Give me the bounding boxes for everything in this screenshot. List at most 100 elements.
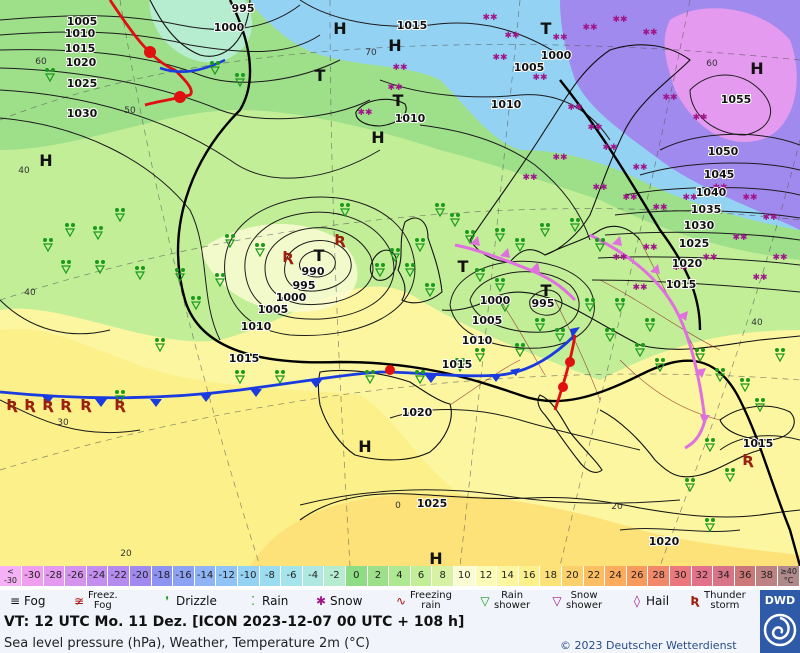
temperature-label: 60 xyxy=(35,57,47,67)
pressure-label: 1020 xyxy=(649,535,680,548)
pressure-label: 1055 xyxy=(721,93,752,106)
snow-symbol: ✱✱ xyxy=(492,53,507,63)
dwd-logo-text: DWD xyxy=(764,594,796,607)
scale-cell: 38 xyxy=(756,566,778,586)
pressure-label: 1005 xyxy=(258,303,289,316)
rain-symbol xyxy=(92,226,104,241)
hail-icon: ◊ xyxy=(634,594,640,608)
svg-text:✱✱: ✱✱ xyxy=(357,108,372,118)
legend-label: Thunder storm xyxy=(704,590,746,611)
svg-text:Ʀ: Ʀ xyxy=(60,396,72,414)
svg-text:✱✱: ✱✱ xyxy=(672,263,687,273)
snow-symbol: ✱✱ xyxy=(567,103,582,113)
high-pressure-label: H xyxy=(388,36,401,55)
rain-symbol xyxy=(724,468,736,483)
temperature-field-greenland xyxy=(149,0,253,63)
high-pressure-label: H xyxy=(429,549,442,566)
legend-rain-shower: ▽ Rain shower xyxy=(476,590,530,612)
rain-symbol xyxy=(254,243,266,258)
svg-text:✱✱: ✱✱ xyxy=(522,173,537,183)
scale-cell: -4 xyxy=(302,566,325,586)
svg-text:✱✱: ✱✱ xyxy=(392,63,407,73)
scale-cell: -22 xyxy=(108,566,130,586)
rain-symbol xyxy=(454,358,466,373)
pressure-label: 1000 xyxy=(480,294,511,307)
svg-text:✱✱: ✱✱ xyxy=(632,283,647,293)
svg-text:✱✱: ✱✱ xyxy=(552,33,567,43)
rain-symbol xyxy=(584,298,596,313)
legend-label: Rain shower xyxy=(494,590,531,611)
pressure-label: 1015 xyxy=(397,19,428,32)
rain-symbol xyxy=(389,248,401,263)
scale-cell: 4 xyxy=(389,566,411,586)
pressure-label: 1000 xyxy=(276,291,307,304)
occlusion-1 xyxy=(454,243,577,302)
legend-freezing-rain: ∿ Freezing rain xyxy=(392,590,452,612)
temperature-field-warm-africa xyxy=(250,494,800,566)
svg-text:Ʀ: Ʀ xyxy=(24,396,36,414)
italy-coast xyxy=(537,394,603,473)
scale-cell: 26 xyxy=(626,566,649,586)
scale-cell: 12 xyxy=(475,566,498,586)
weather-symbols: ✱✱ ✱✱ ✱✱ ✱✱ ✱✱ ✱✱ ✱✱ ✱✱ ✱✱ ✱✱ ✱✱ ✱✱ ✱✱ ✱✱ ✱✱ ✱✱ ✱✱ ✱✱ ✱✱ ✱✱… xyxy=(6,13,788,533)
rain-symbol xyxy=(174,268,186,283)
scale-cell: 6 xyxy=(410,566,433,586)
map-description: Sea level pressure (hPa), Weather, Tempe… xyxy=(4,636,370,651)
snow-symbol: ✱✱ xyxy=(642,243,657,253)
pressure-label: 1010 xyxy=(491,98,522,111)
thunderstorm-symbol: Ʀ xyxy=(114,396,126,414)
isobar-1015-east xyxy=(559,79,702,331)
pressure-label: 1010 xyxy=(241,320,272,333)
snow-symbol: ✱✱ xyxy=(582,23,597,33)
pressure-label: 1000 xyxy=(214,21,245,34)
legend-drizzle: ❜ Drizzle xyxy=(158,590,217,612)
scale-low-end: < -30 xyxy=(0,566,22,586)
iceland-coast xyxy=(355,98,407,127)
pressure-label: 1015 xyxy=(442,358,473,371)
freezing-fog-icon: ≆ xyxy=(73,594,85,608)
temperature-color-scale: < -30 -30 -28 -26 -24 -22 -20 -18 -16 -14 -12 -10-… xyxy=(0,566,800,590)
rain-icon: ⁚ xyxy=(251,594,255,608)
svg-text:✱✱: ✱✱ xyxy=(602,143,617,153)
rain-symbol xyxy=(614,298,626,313)
warm-front-north xyxy=(108,0,193,107)
svg-text:✱✱: ✱✱ xyxy=(702,253,717,263)
scale-cell: -20 xyxy=(130,566,152,586)
freezing-rain-icon: ∿ xyxy=(395,594,407,608)
occlusion-2 xyxy=(589,233,707,450)
scale-cell: -24 xyxy=(86,566,109,586)
scale-cell: -12 xyxy=(216,566,238,586)
rain-symbol xyxy=(449,213,461,228)
snow-icon: ✱ xyxy=(315,594,327,608)
low-pressure-label: T xyxy=(315,66,326,85)
rain-symbol xyxy=(234,370,246,385)
snow-symbol: ✱✱ xyxy=(632,163,647,173)
svg-text:✱✱: ✱✱ xyxy=(532,73,547,83)
rain-symbol xyxy=(134,266,146,281)
snow-symbol: ✱✱ xyxy=(482,13,497,23)
rain-symbol xyxy=(774,348,786,363)
temperature-label: 60 xyxy=(706,59,718,69)
rain-symbol xyxy=(114,208,126,223)
snow-symbol: ✱✱ xyxy=(392,63,407,73)
rain-symbol xyxy=(499,298,511,313)
legend-hail: ◊ Hail xyxy=(628,590,669,612)
pressure-label: 1015 xyxy=(743,437,774,450)
snow-symbol: ✱✱ xyxy=(522,173,537,183)
rain-symbol xyxy=(474,268,486,283)
snow-symbol: ✱✱ xyxy=(692,113,707,123)
legend-label: Fog xyxy=(24,594,46,608)
snow-symbol: ✱✱ xyxy=(642,28,657,38)
pressure-label: 1015 xyxy=(65,42,96,55)
rain-symbol xyxy=(114,390,126,405)
scale-cell: -8 xyxy=(259,566,282,586)
high-pressure-label: H xyxy=(333,19,346,38)
low-pressure-label: T xyxy=(393,91,404,110)
svg-text:✱✱: ✱✱ xyxy=(592,183,607,193)
black-sea-coast xyxy=(719,405,795,441)
scale-cell: 18 xyxy=(540,566,562,586)
weather-legend: ≡ Fog ≆ Freez. Fog ❜ Drizzle ⁚ Rain ✱ Snow ∿ F… xyxy=(0,590,760,612)
